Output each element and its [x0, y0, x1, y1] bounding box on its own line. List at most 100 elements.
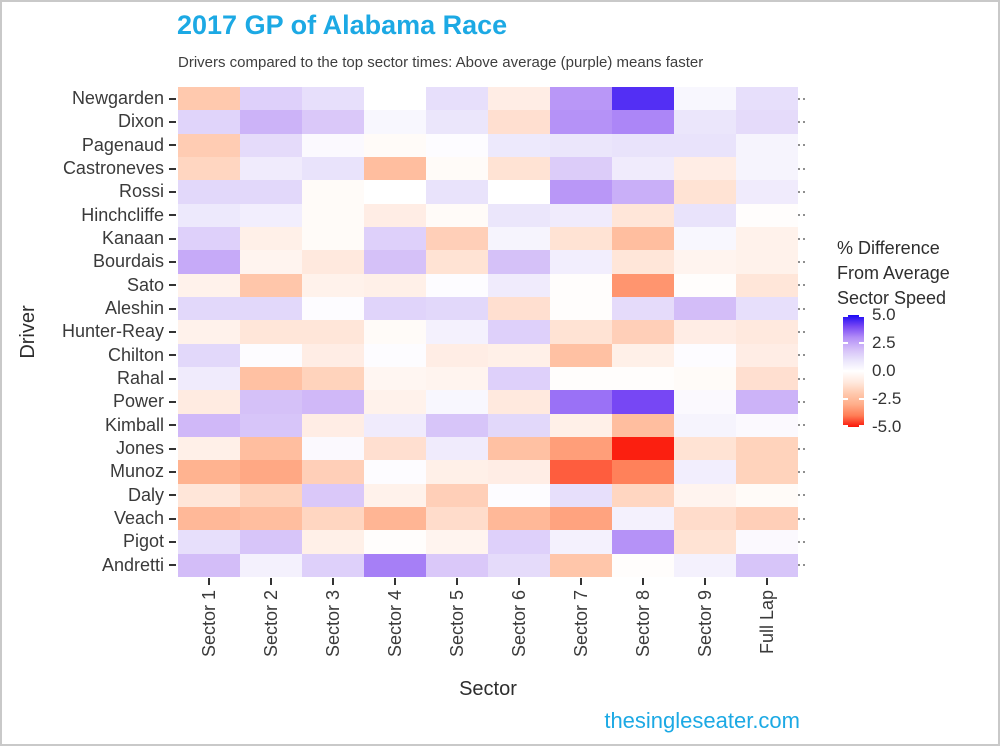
heatmap-cell — [550, 367, 612, 391]
heatmap-cell — [488, 227, 550, 251]
heatmap-cell — [612, 110, 674, 134]
heatmap-cell — [488, 390, 550, 414]
heatmap-cell — [426, 180, 488, 204]
driver-label: Sato — [126, 274, 164, 295]
heatmap-cell — [736, 250, 798, 274]
heatmap-cell — [488, 367, 550, 391]
heatmap-cell — [674, 507, 736, 531]
y-axis-label-row: Sato — [2, 274, 176, 297]
heatmap-cell — [736, 367, 798, 391]
heatmap-cell — [178, 157, 240, 181]
driver-label: Hunter-Reay — [61, 321, 164, 342]
heatmap-cell — [736, 437, 798, 461]
legend-title: % Difference From Average Sector Speed — [837, 238, 950, 308]
heatmap-cell — [674, 483, 736, 507]
heatmap-cell — [302, 273, 364, 297]
heatmap-cell — [302, 507, 364, 531]
sector-label: Sector 8 — [632, 590, 653, 658]
heatmap-cell — [550, 87, 612, 111]
right-tick-dot — [802, 447, 805, 450]
legend-tick-dash — [859, 315, 864, 317]
heatmap-cell — [240, 413, 302, 437]
driver-label: Rahal — [116, 368, 164, 389]
right-tick-dot — [802, 191, 805, 193]
heatmap-cell — [612, 553, 674, 577]
heatmap-cell — [674, 227, 736, 251]
legend-tick-label: -5.0 — [872, 417, 902, 436]
right-tick-dot — [802, 284, 805, 287]
heatmap-cell — [364, 297, 426, 321]
x-tick-mark — [270, 578, 272, 585]
y-tick-mark — [169, 470, 176, 473]
x-tick-mark — [766, 578, 768, 585]
right-tick-dot — [798, 284, 800, 287]
sector-label: Sector 5 — [446, 590, 467, 658]
right-tick-dot — [802, 401, 805, 403]
driver-label: Hinchcliffe — [81, 204, 164, 225]
legend-tick-label: 5.0 — [872, 305, 896, 324]
right-tick-dot — [798, 424, 800, 427]
heatmap-cell — [488, 87, 550, 111]
y-tick-mark — [169, 330, 176, 333]
heatmap-cell — [426, 87, 488, 111]
heatmap-cell — [364, 367, 426, 391]
y-tick-mark — [169, 284, 176, 287]
right-tick-dot — [798, 331, 800, 333]
heatmap-cell — [550, 390, 612, 414]
heatmap-panel — [178, 87, 798, 577]
driver-label: Chilton — [107, 344, 164, 365]
heatmap-cell — [426, 483, 488, 507]
heatmap-cell — [550, 110, 612, 134]
heatmap-cell — [426, 110, 488, 134]
heatmap-cell — [674, 273, 736, 297]
right-tick-dot — [802, 261, 805, 263]
heatmap-cell — [302, 367, 364, 391]
heatmap-cell — [240, 110, 302, 134]
x-axis-label-cell: Sector 9 — [674, 590, 736, 676]
legend-tick-dash — [859, 425, 864, 427]
driver-label: Andretti — [101, 554, 164, 575]
x-tick-mark — [208, 578, 210, 585]
right-tick-dot — [798, 447, 800, 450]
heatmap-cell — [302, 157, 364, 181]
right-tick-dot — [798, 144, 800, 147]
x-axis-label-cell: Sector 1 — [178, 590, 240, 676]
heatmap-cell — [550, 437, 612, 461]
driver-label: Pagenaud — [81, 134, 164, 155]
heatmap-cell — [364, 320, 426, 344]
heatmap-cell — [674, 320, 736, 344]
heatmap-cell — [612, 530, 674, 554]
right-tick-dot — [802, 237, 805, 240]
legend-gradient-bar — [843, 315, 864, 427]
y-axis-label-row: Veach — [2, 507, 176, 530]
heatmap-cell — [364, 553, 426, 577]
heatmap-cell — [364, 343, 426, 367]
heatmap-cell — [240, 483, 302, 507]
site-link[interactable]: thesingleseater.com — [604, 708, 800, 733]
heatmap-cell — [240, 297, 302, 321]
sector-label: Sector 4 — [384, 590, 405, 658]
heatmap-cell — [736, 343, 798, 367]
driver-label: Rossi — [118, 181, 164, 202]
right-tick-dot — [798, 307, 800, 310]
y-tick-mark — [169, 564, 176, 567]
y-tick-mark — [169, 237, 176, 240]
right-tick-dot — [802, 377, 805, 380]
heatmap-cell — [240, 437, 302, 461]
heatmap-cell — [302, 343, 364, 367]
heatmap-cell — [178, 507, 240, 531]
y-axis-label-row: Aleshin — [2, 297, 176, 320]
x-axis-label-cell: Sector 4 — [364, 590, 426, 676]
heatmap-cell — [736, 460, 798, 484]
heatmap-cell — [736, 157, 798, 181]
heatmap-cell — [240, 320, 302, 344]
y-axis-label-row: Daly — [2, 484, 176, 507]
heatmap-cell — [240, 343, 302, 367]
x-axis-title: Sector — [459, 678, 517, 700]
heatmap-cell — [302, 390, 364, 414]
heatmap-cell — [612, 157, 674, 181]
heatmap-cell — [302, 483, 364, 507]
heatmap-cell — [612, 320, 674, 344]
heatmap-cell — [488, 297, 550, 321]
